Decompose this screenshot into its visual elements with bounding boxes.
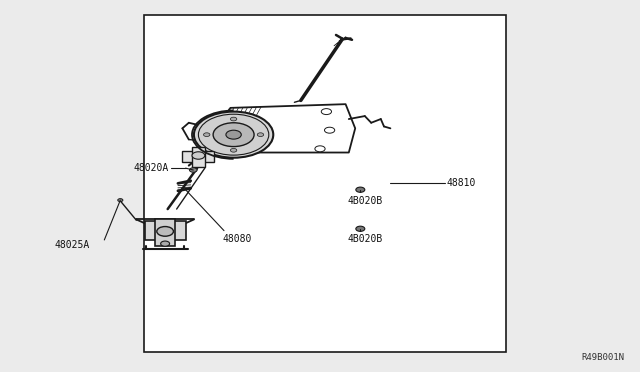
Circle shape [157, 227, 173, 236]
Bar [144, 15, 506, 352]
Bar [145, 221, 186, 240]
Circle shape [315, 146, 325, 152]
Circle shape [356, 187, 365, 192]
Circle shape [257, 133, 264, 137]
Circle shape [226, 130, 241, 139]
Circle shape [213, 123, 254, 147]
Text: R49B001N: R49B001N [581, 353, 624, 362]
Circle shape [321, 109, 332, 115]
Text: 48810: 48810 [447, 178, 476, 188]
Text: 48080: 48080 [223, 234, 252, 244]
Circle shape [198, 114, 269, 155]
Circle shape [212, 124, 223, 129]
Circle shape [212, 142, 223, 148]
Text: 4B020B: 4B020B [348, 234, 383, 244]
Circle shape [324, 127, 335, 133]
Bar [192, 147, 205, 167]
Text: 48020A: 48020A [133, 163, 168, 173]
Circle shape [230, 117, 237, 121]
Text: 48025A: 48025A [54, 240, 90, 250]
Circle shape [161, 241, 170, 246]
Circle shape [356, 226, 365, 231]
Circle shape [230, 148, 237, 152]
Bar [155, 219, 175, 246]
Text: 4B020B: 4B020B [348, 196, 383, 206]
Circle shape [194, 112, 273, 158]
Circle shape [204, 133, 210, 137]
Bar [182, 151, 214, 162]
Circle shape [118, 199, 123, 202]
Circle shape [192, 152, 205, 159]
Circle shape [189, 168, 197, 172]
